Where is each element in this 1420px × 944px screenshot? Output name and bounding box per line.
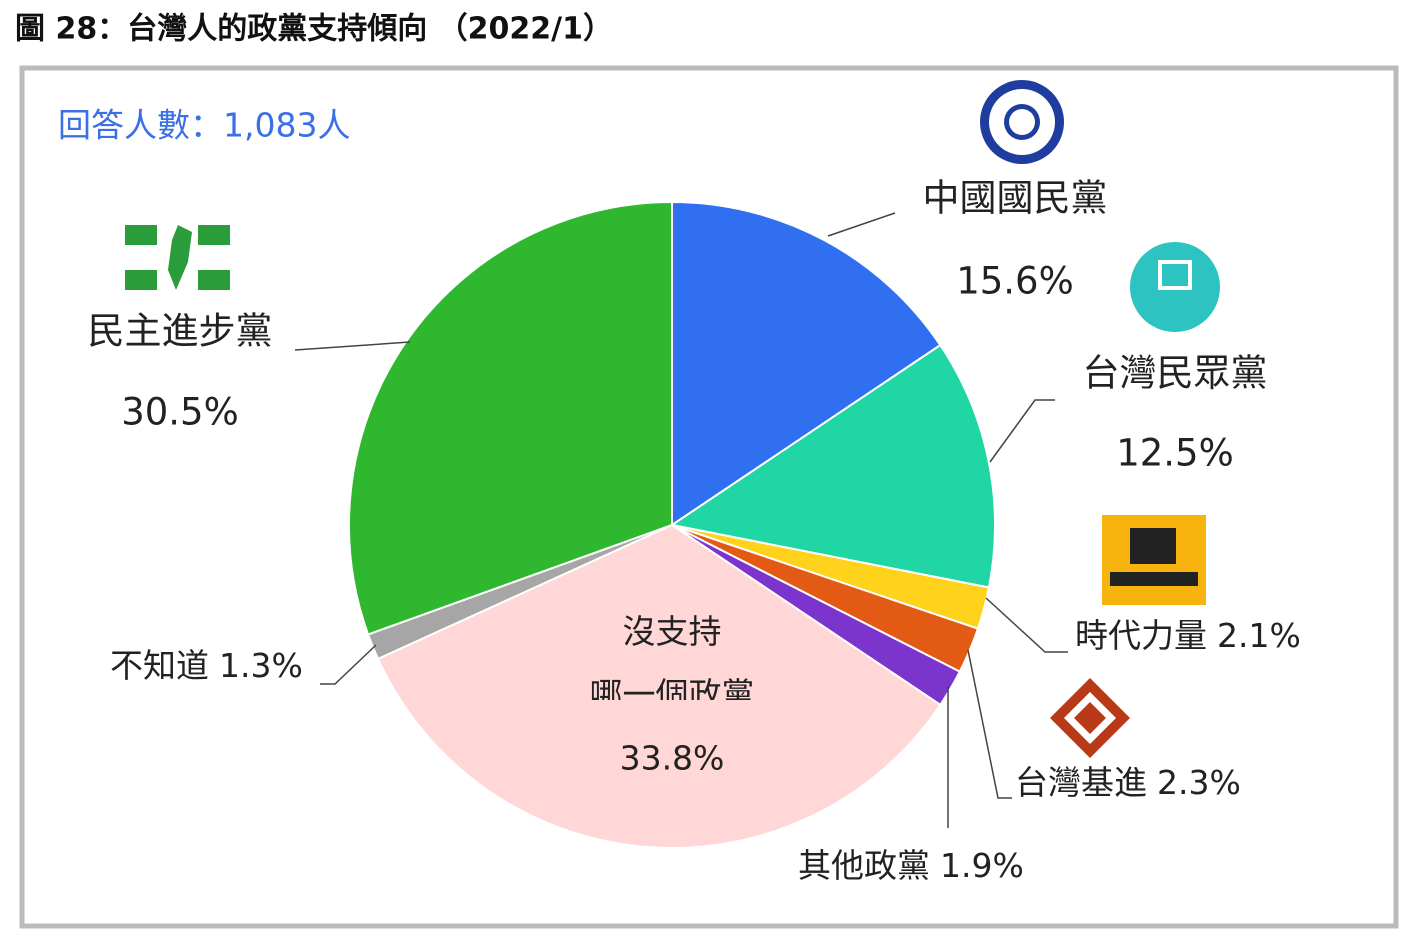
value-label: 33.8% bbox=[620, 739, 725, 778]
dpp-logo bbox=[125, 225, 230, 290]
pie-slice bbox=[671, 200, 942, 527]
slice-label: 時代力量 2.1% bbox=[1075, 616, 1301, 655]
category-label: 台灣基進 bbox=[1015, 763, 1147, 802]
value-label: 30.5% bbox=[121, 391, 239, 434]
value-label: 1.9% bbox=[940, 846, 1024, 885]
tsp-logo bbox=[1050, 678, 1130, 758]
kmt-logo bbox=[980, 80, 1064, 164]
category-label: 沒支持 哪一個政黨 bbox=[589, 612, 755, 700]
category-label: 台灣民眾黨 bbox=[1083, 352, 1268, 395]
leader-line bbox=[294, 341, 411, 351]
category-label: 不知道 bbox=[110, 646, 209, 685]
value-label: 15.6% bbox=[956, 260, 1074, 303]
category-label: 中國國民黨 bbox=[923, 177, 1108, 220]
leader-line bbox=[985, 597, 1068, 653]
slice-label: 不知道 1.3% bbox=[110, 646, 303, 685]
leader-line bbox=[320, 644, 377, 685]
tpp-logo bbox=[1130, 242, 1220, 332]
category-label: 時代力量 bbox=[1075, 616, 1207, 655]
category-label: 民主進步黨 bbox=[88, 310, 273, 353]
leader-line bbox=[967, 649, 1012, 799]
value-label: 2.1% bbox=[1217, 616, 1301, 655]
pie-slice bbox=[376, 523, 942, 849]
category-label: 其他政黨 bbox=[798, 846, 930, 885]
leader-line bbox=[989, 399, 1055, 463]
chart-title: 圖 28：台灣人的政黨支持傾向 （2022/1） bbox=[15, 12, 613, 47]
category-label-box: 沒支持 哪一個政黨 bbox=[589, 612, 755, 700]
pie-slice bbox=[669, 343, 996, 589]
value-label: 12.5% bbox=[1116, 432, 1234, 475]
leader-line bbox=[827, 212, 896, 237]
npp-logo bbox=[1102, 515, 1206, 605]
slice-label: 台灣基進 2.3% bbox=[1015, 763, 1241, 802]
annotation: 回答人數：1,083人 bbox=[58, 106, 350, 145]
value-label: 1.3% bbox=[219, 646, 303, 685]
value-label: 2.3% bbox=[1157, 763, 1241, 802]
pie-slice bbox=[348, 200, 673, 636]
slice-label: 其他政黨 1.9% bbox=[798, 846, 1024, 885]
